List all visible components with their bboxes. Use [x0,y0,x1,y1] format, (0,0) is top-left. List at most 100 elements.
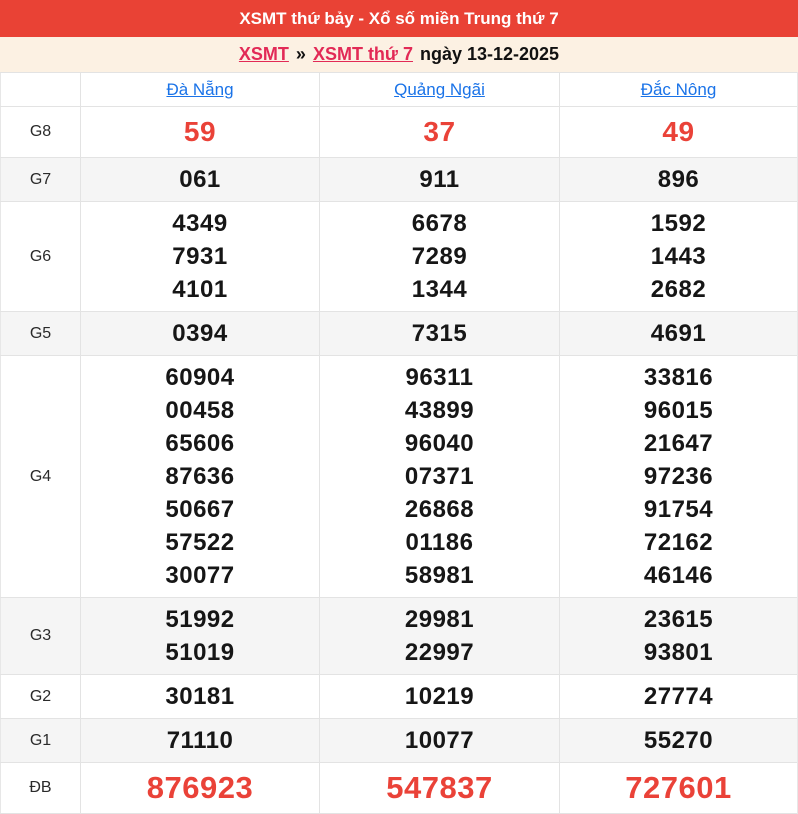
result-cell: 547837 [320,763,560,813]
result-number: 00458 [165,397,235,424]
prize-label: G8 [29,123,52,140]
result-number: 46146 [643,562,714,589]
lottery-results-table: Đà Nẵng Quảng Ngãi Đắc Nông G8 59 37 49 G7 06… [0,72,798,814]
result-number: 1443 [650,243,707,270]
result-number: 4349 [172,210,228,237]
result-cell: 29981 22997 [320,598,560,674]
table-row: G8 59 37 49 [0,107,797,158]
table-header-row: Đà Nẵng Quảng Ngãi Đắc Nông [0,72,797,107]
table-row: G6 4349 7931 4101 6678 7289 1344 1592 1443 2682 [0,202,797,312]
result-cell: 59 [81,107,320,157]
prize-label: G6 [29,247,52,265]
result-number: 23615 [643,606,714,633]
result-number: 896 [657,166,700,193]
result-number: 21647 [643,430,714,457]
header-cell-quang-ngai: Quảng Ngãi [320,73,560,106]
result-number: 96311 [405,364,474,391]
result-number: 91754 [643,496,714,523]
table-row: G5 0394 7315 4691 [0,312,797,356]
header-cell-dac-nong: Đắc Nông [560,73,797,106]
result-number: 4101 [172,276,228,303]
result-cell: 60904 00458 65606 87636 50667 57522 30077 [81,356,320,597]
result-number: 911 [419,166,460,193]
result-number: 01186 [405,529,474,556]
table-body: G8 59 37 49 G7 061 911 896 G6 4349 7931 4101 6678 728… [0,107,797,814]
result-cell: 4349 7931 4101 [81,202,320,311]
result-number: 30181 [165,683,235,710]
result-number: 57522 [165,529,235,556]
column-link-quang-ngai[interactable]: Quảng Ngãi [394,80,485,99]
result-number: 97236 [643,463,714,490]
result-number: 27774 [643,683,714,710]
result-number: 2682 [650,276,707,303]
page-header-bar: XSMT thứ bảy - Xổ số miền Trung thứ 7 [0,0,798,37]
result-number: 10219 [404,683,475,710]
prize-label-cell: G2 [0,675,81,718]
prize-label-cell: G3 [0,598,81,674]
result-cell: 30181 [81,675,320,718]
result-cell: 33816 96015 21647 97236 91754 72162 46146 [560,356,797,597]
result-number: 876923 [146,770,254,805]
prize-label-cell: G5 [0,312,81,355]
result-number: 71110 [166,727,234,754]
breadcrumb-link-xsmt[interactable]: XSMT [238,44,289,64]
table-row: G4 60904 00458 65606 87636 50667 57522 30077 963… [0,356,797,598]
result-number: 49 [662,116,695,147]
result-number: 51992 [165,606,235,633]
prize-label-cell: G8 [0,107,81,157]
prize-label: G3 [29,627,52,644]
result-number: 7931 [172,243,228,270]
result-number: 10077 [404,727,475,754]
result-number: 7289 [411,243,468,270]
result-cell: 7315 [320,312,560,355]
result-cell: 4691 [560,312,797,355]
breadcrumb-link-xsmt-thu-7[interactable]: XSMT thứ 7 [312,44,413,64]
result-number: 96040 [404,430,475,457]
result-cell: 911 [320,158,560,201]
result-cell: 896 [560,158,797,201]
result-cell: 10077 [320,719,560,762]
result-number: 65606 [165,430,235,457]
table-row: G7 061 911 896 [0,158,797,202]
header-empty-cell [0,73,81,106]
result-number: 26868 [404,496,475,523]
result-number: 061 [179,166,221,193]
result-cell: 6678 7289 1344 [320,202,560,311]
result-cell: 10219 [320,675,560,718]
result-number: 60904 [165,364,235,391]
result-cell: 37 [320,107,560,157]
table-row: G1 71110 10077 55270 [0,719,797,763]
prize-label-cell: G7 [0,158,81,201]
result-cell: 27774 [560,675,797,718]
result-cell: 49 [560,107,797,157]
result-number: 33816 [643,364,714,391]
result-number: 87636 [165,463,235,490]
result-cell: 1592 1443 2682 [560,202,797,311]
result-number: 50667 [165,496,235,523]
result-number: 22997 [404,639,475,666]
prize-label: G1 [29,731,52,749]
result-cell: 96311 43899 96040 07371 26868 01186 58981 [320,356,560,597]
result-number: 51019 [165,639,235,666]
breadcrumb-date: ngày 13-12-2025 [419,44,560,64]
result-number: 37 [423,116,456,147]
result-cell: 51992 51019 [81,598,320,674]
result-number: 72162 [643,529,714,556]
result-number: 7315 [411,320,468,347]
prize-label: ĐB [29,779,52,796]
result-cell: 727601 [560,763,797,813]
prize-label: G4 [29,467,52,485]
result-number: 43899 [404,397,475,424]
column-link-dac-nong[interactable]: Đắc Nông [640,80,717,99]
result-number: 59 [183,116,217,147]
result-number: 30077 [165,562,235,589]
column-link-da-nang[interactable]: Đà Nẵng [166,80,234,99]
breadcrumb: XSMT » XSMT thứ 7 ngày 13-12-2025 [0,37,798,72]
result-number: 58981 [404,562,475,589]
result-cell: 061 [81,158,320,201]
prize-label: G2 [29,687,52,705]
result-number: 96015 [643,397,714,424]
page-title: XSMT thứ bảy - Xổ số miền Trung thứ 7 [239,8,559,28]
prize-label-cell: ĐB [0,763,81,813]
table-row: G2 30181 10219 27774 [0,675,797,719]
